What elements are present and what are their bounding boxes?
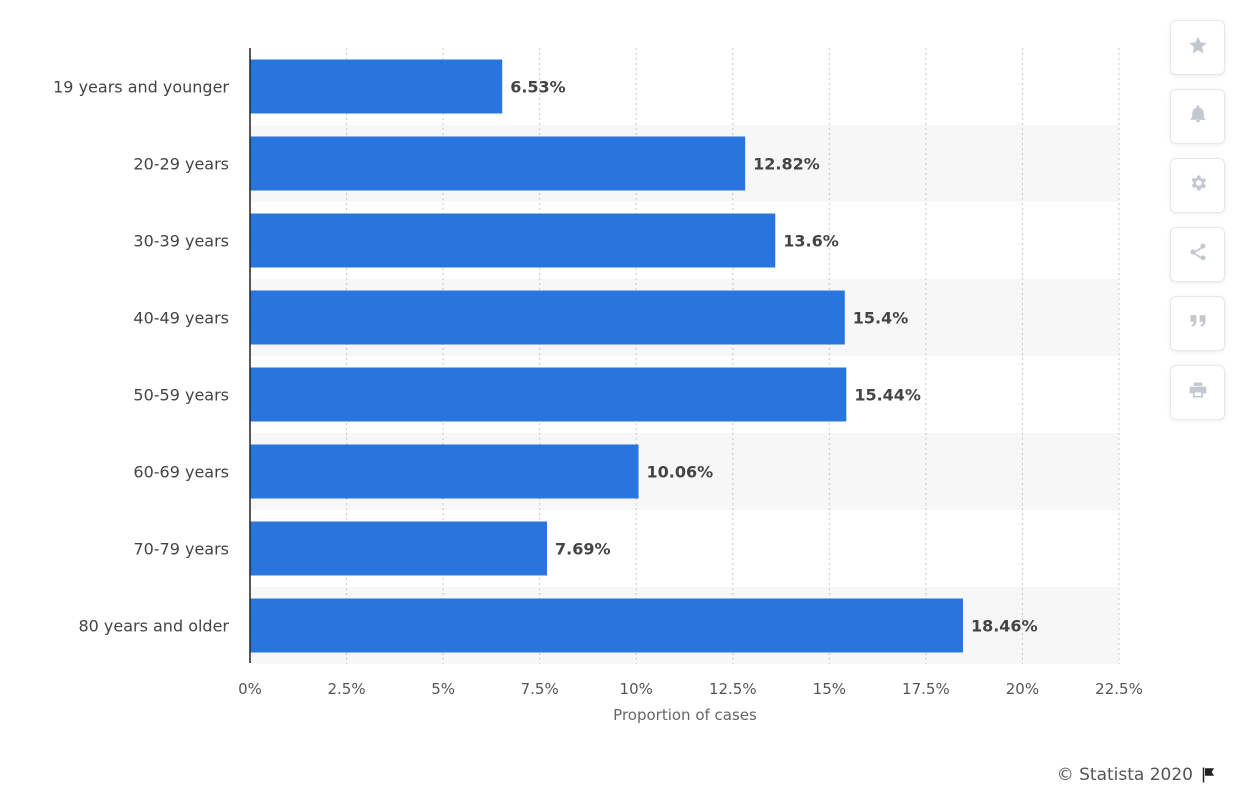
quote-icon [1188, 311, 1208, 337]
x-tick-label: 2.5% [328, 680, 366, 698]
bar[interactable] [250, 444, 639, 499]
category-label: 20-29 years [133, 155, 229, 174]
x-tick-label: 5% [431, 680, 455, 698]
x-tick-label: 10% [620, 680, 653, 698]
value-label: 7.69% [555, 540, 611, 559]
category-label: 70-79 years [133, 540, 229, 559]
x-axis-title: Proportion of cases [613, 706, 757, 724]
value-label: 15.4% [853, 309, 909, 328]
print-icon [1188, 380, 1208, 406]
x-tick-label: 7.5% [521, 680, 559, 698]
x-tick-label: 22.5% [1095, 680, 1143, 698]
flag-icon[interactable] [1199, 766, 1217, 784]
value-label: 12.82% [753, 155, 820, 174]
x-tick-label: 0% [238, 680, 262, 698]
bar[interactable] [250, 290, 845, 345]
category-label: 60-69 years [133, 463, 229, 482]
category-labels: 19 years and younger 20-29 years 30-39 yea… [53, 78, 229, 636]
bar[interactable] [250, 59, 503, 114]
value-label: 10.06% [647, 463, 714, 482]
x-tick-label: 12.5% [709, 680, 757, 698]
credit-text[interactable]: © Statista 2020 [1056, 765, 1193, 785]
x-tick-labels: 0% 2.5% 5% 7.5% 10% 12.5% 15% 17.5% 20% 22.5% [238, 680, 1143, 698]
bars [250, 59, 963, 653]
star-icon [1188, 35, 1208, 61]
category-label: 80 years and older [78, 617, 229, 636]
bar[interactable] [250, 367, 847, 422]
category-label: 40-49 years [133, 309, 229, 328]
cite-button[interactable] [1170, 296, 1225, 351]
settings-button[interactable] [1170, 158, 1225, 213]
bar[interactable] [250, 213, 776, 268]
x-tick-label: 20% [1006, 680, 1039, 698]
value-label: 15.44% [854, 386, 921, 405]
x-tick-label: 15% [813, 680, 846, 698]
favorite-button[interactable] [1170, 20, 1225, 75]
value-label: 6.53% [510, 78, 566, 97]
side-toolbar [1170, 20, 1225, 434]
source-credit: © Statista 2020 [1057, 765, 1217, 785]
category-label: 19 years and younger [53, 78, 229, 97]
print-button[interactable] [1170, 365, 1225, 420]
category-label: 30-39 years [133, 232, 229, 251]
bell-icon [1188, 104, 1208, 130]
category-label: 50-59 years [133, 386, 229, 405]
bar[interactable] [250, 136, 746, 191]
value-label: 18.46% [971, 617, 1038, 636]
x-tick-label: 17.5% [902, 680, 950, 698]
value-labels: 6.53% 12.82% 13.6% 15.4% 15.44% 10.06% 7.69% 18… [510, 78, 1037, 636]
bar[interactable] [250, 598, 963, 653]
share-button[interactable] [1170, 227, 1225, 282]
share-icon [1188, 242, 1208, 268]
bar[interactable] [250, 521, 548, 576]
value-label: 13.6% [783, 232, 839, 251]
gear-icon [1188, 173, 1208, 199]
notification-button[interactable] [1170, 89, 1225, 144]
